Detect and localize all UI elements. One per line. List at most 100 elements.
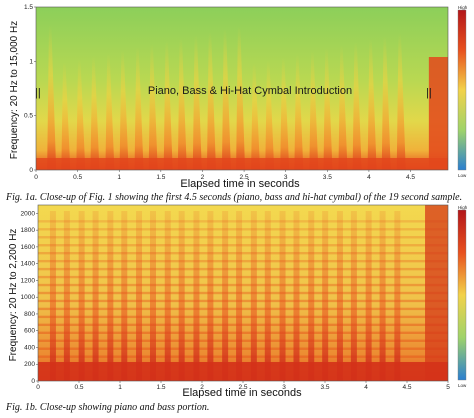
right-bar-marker: || [426,87,432,99]
onset-streak [367,39,377,170]
left-bar-marker: || [35,87,41,99]
harmonic-band [38,347,448,350]
onset-streak [394,211,401,381]
spectrogram-1a: || || Piano, Bass & Hi-Hat Cymbal Introd… [9,4,468,190]
onset-streak [164,211,171,381]
x-tick-label: 3 [282,384,286,391]
onset-streak [149,211,156,381]
onset-streak [280,57,290,170]
harmonic-band [38,315,448,319]
onset-streaks-1a [47,25,448,170]
x-tick-label: 4.5 [402,384,411,391]
x-tick-label: 0 [36,384,40,391]
harmonic-band [38,291,448,295]
harmonic-band [38,236,448,239]
x-tick-label: 2.5 [238,384,247,391]
x-tick-label: 4 [367,174,371,181]
x-axis-label-1b: Elapsed time in seconds [182,387,302,398]
harmonic-band [38,275,448,279]
onset-streak [308,211,315,381]
harmonic-band [38,331,448,335]
harmonic-band [38,283,448,287]
onset-streak [381,36,391,170]
harmonic-band [38,299,448,303]
caption-fig-1b: Fig. 1b. Close-up showing piano and bass… [6,402,210,413]
onset-streak [47,25,57,170]
ending-wash-1a [428,57,448,170]
annotation-text: Piano, Bass & Hi-Hat Cymbal Introduction [148,85,352,97]
onset-streak [148,44,158,170]
y-tick-label: 2000 [21,210,36,217]
colorbar-1b [457,209,467,381]
y-tick-label: 0 [29,167,33,174]
x-tick-label: 0.5 [73,174,82,181]
y-tick-label: 1 [29,58,33,65]
onset-streak [192,35,202,170]
onset-streak [365,211,372,381]
onset-streak [90,56,100,170]
onset-streak [121,211,128,381]
onset-streak [336,211,343,381]
y-tick-label: 1800 [21,227,36,234]
onset-streak [352,42,362,170]
onset-streak [322,211,329,381]
onset-streak [221,29,231,170]
onset-streak [379,211,386,381]
y-axis-label-1a: Frequency: 20 Hz to 15,000 Hz [9,21,20,159]
onset-streak [250,211,257,381]
y-axis-ticks-1a: 0 0.5 1 1.5 [24,4,36,174]
x-tick-label: 3.5 [320,384,329,391]
x-tick-label: 0 [34,174,38,181]
onset-streaks-1b [49,205,448,381]
harmonic-band [38,339,448,342]
onset-streak [264,211,271,381]
harmonic-band [38,244,448,247]
figure-1a: || || Piano, Bass & Hi-Hat Cymbal Introd… [0,0,474,192]
onset-streak [92,211,99,381]
y-tick-label: 600 [24,328,35,335]
x-axis-ticks-1a: 0 0.5 1 1.5 2 2.5 3 3.5 4 4.5 [34,170,415,181]
onset-streak [78,211,85,381]
onset-streak [350,211,357,381]
x-tick-label: 1.5 [156,384,165,391]
onset-streak [163,41,173,170]
x-tick-label: 5 [446,384,450,391]
x-tick-label: 2 [201,174,205,181]
onset-streak [251,63,261,170]
onset-streak [265,60,275,170]
onset-streak [206,32,216,170]
y-tick-label: 800 [24,311,35,318]
colorbar-high-label-1a: High [458,5,468,10]
y-axis-label-1b: Frequency: 20 Hz to 2,200 Hz [8,229,19,362]
onset-streak [338,45,348,170]
y-tick-label: 0.5 [24,113,33,120]
y-tick-label: 1200 [21,277,36,284]
x-axis-ticks-1b: 0 0.5 1 1.5 2 2.5 3 3.5 4 4.5 5 [36,381,450,391]
x-tick-label: 4.5 [406,174,415,181]
x-tick-label: 3.5 [323,174,332,181]
onset-streak [63,211,70,381]
onset-streak [107,211,114,381]
onset-streak [49,211,56,381]
y-tick-label: 400 [24,344,35,351]
onset-streak [323,48,333,170]
onset-streak [279,211,286,381]
bass-band-1b [38,362,448,381]
harmonic-band [38,228,448,231]
harmonic-band [38,251,448,255]
harmonic-band [38,259,448,263]
x-tick-label: 1 [117,174,121,181]
x-axis-label-1a: Elapsed time in seconds [180,178,300,190]
x-tick-label: 1 [118,384,122,391]
onset-streak [76,59,86,170]
ending-wash-1b [425,205,448,381]
x-tick-label: 1.5 [156,174,165,181]
onset-streak [193,211,200,381]
bass-band-1a [36,158,448,170]
colorbar-low-label-1b: Low [458,383,467,388]
harmonic-band [38,323,448,327]
onset-streak [178,211,185,381]
onset-streak [396,33,406,170]
